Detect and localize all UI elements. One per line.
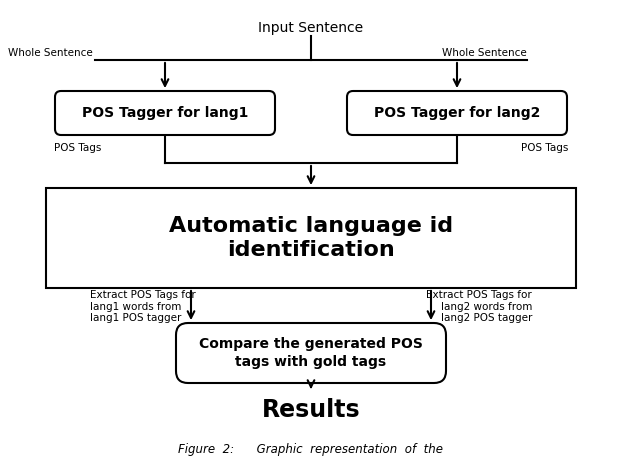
- Text: POS Tags: POS Tags: [521, 143, 568, 153]
- Text: Input Sentence: Input Sentence: [258, 21, 364, 35]
- Text: Extract POS Tags for
lang1 words from
lang1 POS tagger: Extract POS Tags for lang1 words from la…: [90, 290, 196, 323]
- Text: Compare the generated POS
tags with gold tags: Compare the generated POS tags with gold…: [199, 337, 423, 369]
- Text: POS Tagger for lang2: POS Tagger for lang2: [374, 106, 540, 120]
- FancyBboxPatch shape: [347, 91, 567, 135]
- Text: Figure  2:      Graphic  representation  of  the: Figure 2: Graphic representation of the: [179, 443, 443, 456]
- Text: Automatic language id
identification: Automatic language id identification: [169, 216, 453, 260]
- Text: POS Tagger for lang1: POS Tagger for lang1: [82, 106, 248, 120]
- FancyBboxPatch shape: [176, 323, 446, 383]
- Bar: [46, 188, 576, 288]
- Text: Whole Sentence: Whole Sentence: [442, 48, 527, 58]
- Text: Extract POS Tags for
lang2 words from
lang2 POS tagger: Extract POS Tags for lang2 words from la…: [426, 290, 532, 323]
- FancyBboxPatch shape: [55, 91, 275, 135]
- Text: Whole Sentence: Whole Sentence: [8, 48, 93, 58]
- Text: Results: Results: [262, 398, 360, 422]
- Text: POS Tags: POS Tags: [54, 143, 101, 153]
